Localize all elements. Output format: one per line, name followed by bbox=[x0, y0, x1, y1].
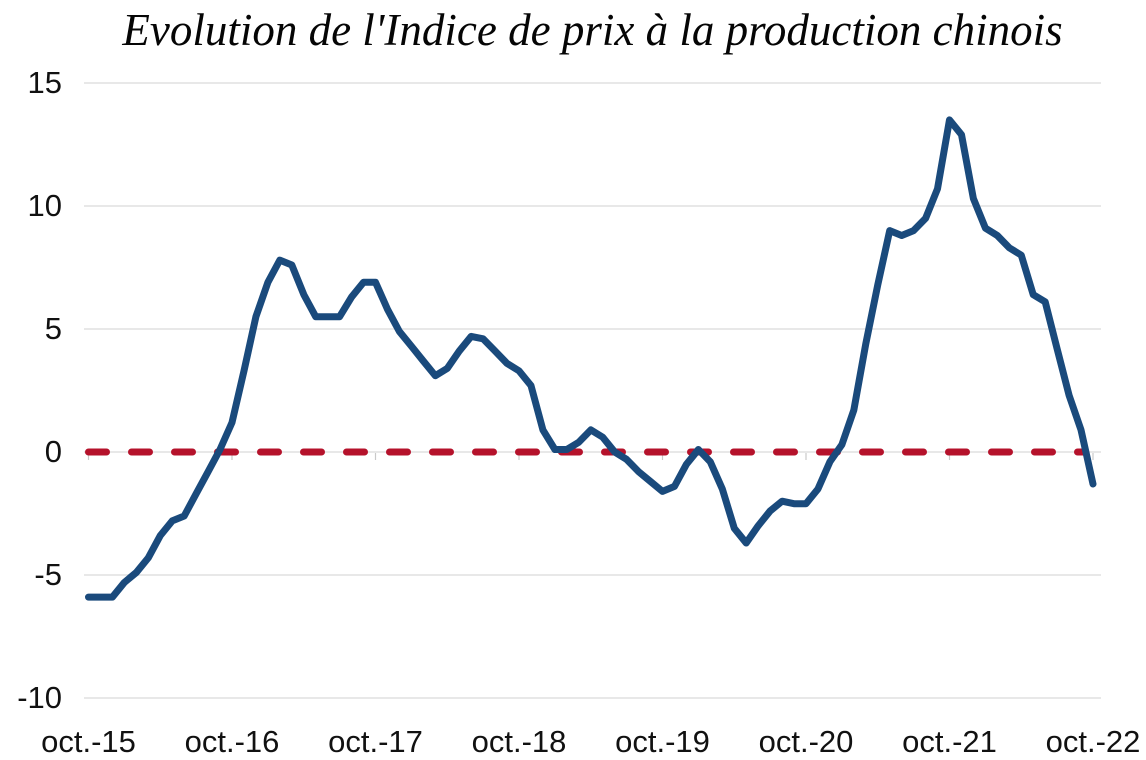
x-tick-label: oct.-22 bbox=[1045, 724, 1141, 759]
y-tick-label: 15 bbox=[27, 65, 62, 100]
x-tick-label: oct.-16 bbox=[184, 724, 280, 759]
y-tick-label: 10 bbox=[27, 188, 62, 223]
x-tick-label: oct.-20 bbox=[758, 724, 854, 759]
y-tick-label: 0 bbox=[44, 434, 62, 469]
y-tick-label: -10 bbox=[17, 680, 62, 715]
ppi-series-line bbox=[85, 116, 1097, 601]
y-tick-label: -5 bbox=[34, 557, 62, 592]
x-tick-label: oct.-17 bbox=[328, 724, 423, 759]
x-tick-label: oct.-18 bbox=[471, 724, 567, 759]
x-tick-label: oct.-19 bbox=[615, 724, 710, 759]
x-tick-label: oct.-15 bbox=[41, 724, 136, 759]
y-tick-label: 5 bbox=[44, 311, 62, 346]
x-tick-label: oct.-21 bbox=[902, 724, 997, 759]
chart-title: Evolution de l'Indice de prix à la produ… bbox=[122, 5, 1063, 55]
